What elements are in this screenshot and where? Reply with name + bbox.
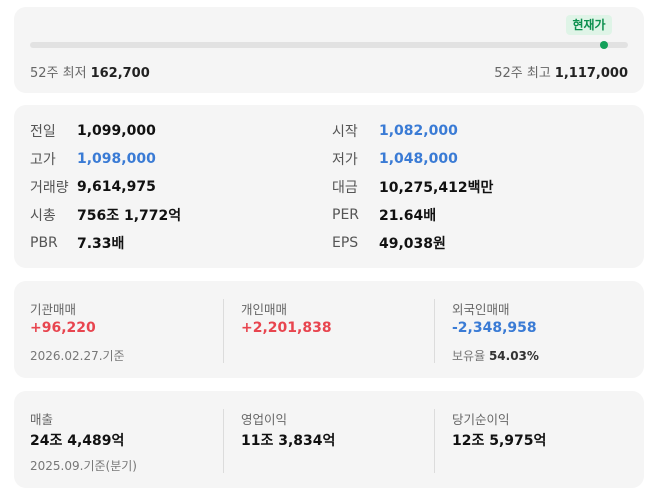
quote-value: 1,048,000: [379, 151, 458, 167]
operating-income-label: 영업이익: [241, 412, 288, 427]
quote-value: 1,098,000: [77, 151, 156, 167]
52week-low-value: 162,700: [90, 66, 150, 81]
operating-income-value: 11조 3,834억: [241, 433, 336, 449]
52week-high-value: 1,117,000: [554, 66, 628, 81]
quote-label: PBR: [30, 235, 58, 251]
range-card: 현재가 52주 최저 162,700 52주 최고 1,117,000: [14, 7, 644, 93]
holding-label: 보유율: [452, 349, 486, 363]
quote-per: PER 21.64배: [332, 205, 436, 225]
quote-label: PER: [332, 207, 360, 223]
quote-label: 거래량: [30, 180, 69, 196]
net-income-value: 12조 5,975억: [452, 433, 547, 449]
current-price-badge: 현재가: [566, 15, 612, 35]
foreign-label: 외국인매매: [452, 302, 510, 317]
quote-eps: EPS 49,038원: [332, 233, 446, 253]
quote-label: 시작: [332, 124, 358, 140]
quote-open: 시작 1,082,000: [332, 121, 458, 141]
foreign-value: -2,348,958: [452, 320, 537, 336]
quote-label: 전일: [30, 124, 56, 140]
quote-prev-close: 전일 1,099,000: [30, 121, 156, 141]
sales-value: 24조 4,489억: [30, 433, 125, 449]
institution-trading: 기관매매 +96,220 2026.02.27.기준: [30, 299, 225, 363]
52week-low: 52주 최저 162,700: [30, 62, 150, 81]
quote-label: 시총: [30, 208, 56, 224]
quote-label: 대금: [332, 180, 358, 196]
trading-date-note: 2026.02.27.기준: [30, 349, 125, 363]
investor-trading-card: 기관매매 +96,220 2026.02.27.기준 개인매매 +2,201,8…: [14, 281, 644, 378]
quote-pbr: PBR 7.33배: [30, 233, 124, 253]
net-income-label: 당기순이익: [452, 412, 510, 427]
quote-details-card: 전일 1,099,000 고가 1,098,000 거래량 9,614,975 …: [14, 105, 644, 268]
quote-value: 10,275,412백만: [379, 180, 494, 196]
individual-label: 개인매매: [241, 302, 288, 317]
quote-value: 1,099,000: [77, 123, 156, 139]
quote-value: 1,082,000: [379, 123, 458, 139]
52week-high-label: 52주 최고: [494, 66, 551, 81]
quote-market-cap: 시총 756조 1,772억: [30, 205, 181, 225]
institution-label: 기관매매: [30, 302, 77, 317]
quote-label: EPS: [332, 235, 359, 251]
52week-high: 52주 최고 1,117,000: [494, 62, 628, 81]
quote-value: 9,614,975: [77, 179, 156, 195]
quote-value: 756조 1,772억: [77, 208, 182, 224]
net-income: 당기순이익 12조 5,975억: [434, 409, 630, 473]
institution-value: +96,220: [30, 320, 96, 336]
individual-trading: 개인매매 +2,201,838: [223, 299, 435, 363]
financials-date-note: 2025.09.기준(분기): [30, 459, 137, 473]
quote-label: 저가: [332, 152, 358, 168]
quote-value: 7.33배: [77, 236, 125, 252]
individual-value: +2,201,838: [241, 320, 332, 336]
quote-high: 고가 1,098,000: [30, 149, 156, 169]
holding-value: 54.03%: [488, 349, 539, 363]
financials-card: 매출 24조 4,489억 2025.09.기준(분기) 영업이익 11조 3,…: [14, 391, 644, 488]
sales-label: 매출: [30, 412, 54, 427]
quote-trade-amount: 대금 10,275,412백만: [332, 177, 493, 197]
quote-low: 저가 1,048,000: [332, 149, 458, 169]
sales: 매출 24조 4,489억 2025.09.기준(분기): [30, 409, 225, 473]
operating-income: 영업이익 11조 3,834억: [223, 409, 435, 473]
quote-value: 21.64배: [379, 208, 437, 224]
quote-label: 고가: [30, 152, 56, 168]
current-price-marker: [600, 41, 609, 49]
foreign-holding: 보유율 54.03%: [452, 347, 630, 364]
foreign-trading: 외국인매매 -2,348,958 보유율 54.03%: [434, 299, 630, 363]
quote-value: 49,038원: [379, 236, 446, 252]
52week-low-label: 52주 최저: [30, 66, 87, 81]
quote-volume: 거래량 9,614,975: [30, 177, 156, 197]
52week-range-bar: [30, 41, 628, 49]
